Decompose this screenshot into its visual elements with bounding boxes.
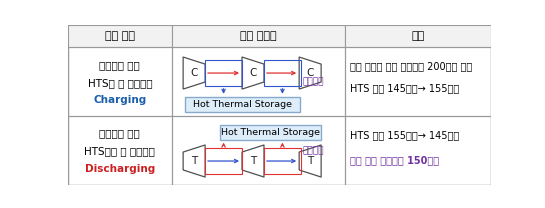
Text: HTS 온도 155도씨→ 145도씨: HTS 온도 155도씨→ 145도씨 <box>350 131 459 141</box>
Text: 터빈 입구 평균온도 150도씨: 터빈 입구 평균온도 150도씨 <box>350 155 439 165</box>
Bar <box>345 116 490 185</box>
Bar <box>68 47 172 116</box>
Bar <box>205 60 242 86</box>
Text: C: C <box>190 68 198 78</box>
Text: 특징: 특징 <box>411 31 424 41</box>
Text: HTS 온도 145도씨→ 155도씨: HTS 온도 145도씨→ 155도씨 <box>350 83 459 93</box>
Bar <box>172 116 345 185</box>
Text: 운전 모드: 운전 모드 <box>105 31 135 41</box>
Text: C: C <box>249 68 257 78</box>
Text: 공기 압축기 출구 평균온도 200도씨 이상: 공기 압축기 출구 평균온도 200도씨 이상 <box>350 61 472 71</box>
Text: T: T <box>307 156 313 166</box>
Text: 열매체유: 열매체유 <box>302 78 324 87</box>
Text: 열매체유: 열매체유 <box>302 147 324 156</box>
Text: HTS에서 열 에너지를: HTS에서 열 에너지를 <box>84 146 155 156</box>
Bar <box>345 25 490 47</box>
Text: 공정 흐름도: 공정 흐름도 <box>240 31 276 41</box>
Bar <box>264 148 301 174</box>
Bar <box>172 47 345 116</box>
Text: Discharging: Discharging <box>84 163 155 174</box>
Text: T: T <box>191 156 197 166</box>
Text: 액체공기 발전: 액체공기 발전 <box>100 128 140 138</box>
Text: C: C <box>306 68 314 78</box>
Text: HTS에 열 에너지를: HTS에 열 에너지를 <box>88 78 152 89</box>
Bar <box>264 60 301 86</box>
Text: Hot Thermal Storage: Hot Thermal Storage <box>221 128 320 137</box>
Text: Charging: Charging <box>93 94 147 105</box>
Bar <box>68 25 172 47</box>
Text: Hot Thermal Storage: Hot Thermal Storage <box>193 100 292 109</box>
Bar <box>68 116 172 185</box>
Bar <box>185 97 300 112</box>
Bar <box>220 125 320 140</box>
Bar <box>172 25 345 47</box>
Text: T: T <box>250 156 256 166</box>
Text: 공기액화 공정: 공기액화 공정 <box>100 60 140 70</box>
Bar <box>205 148 242 174</box>
Bar <box>345 47 490 116</box>
